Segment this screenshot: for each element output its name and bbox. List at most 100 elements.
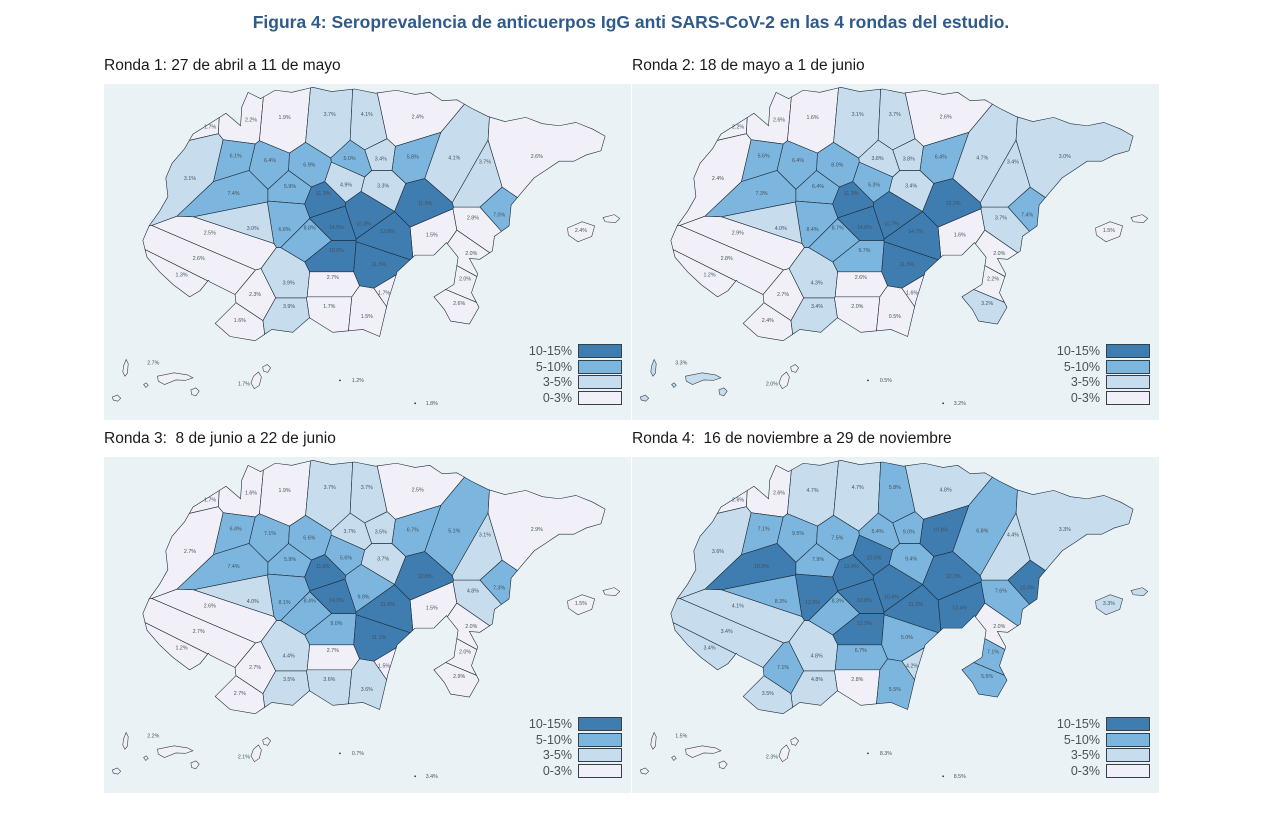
svg-text:14.7%: 14.7% (908, 229, 923, 235)
svg-text:2.2%: 2.2% (732, 125, 744, 131)
svg-text:5.8%: 5.8% (889, 485, 901, 491)
svg-text:5.4%: 5.4% (872, 529, 884, 535)
svg-text:2.0%: 2.0% (465, 251, 477, 257)
svg-text:4.8%: 4.8% (811, 677, 823, 683)
svg-text:5.1%: 5.1% (448, 528, 460, 534)
svg-text:3.4%: 3.4% (704, 645, 716, 651)
svg-text:1.7%: 1.7% (378, 291, 390, 297)
svg-text:2.6%: 2.6% (453, 301, 465, 307)
svg-text:3.8%: 3.8% (872, 156, 884, 162)
svg-text:12.4%: 12.4% (844, 564, 859, 570)
svg-text:3.0%: 3.0% (1059, 154, 1071, 160)
svg-text:8.4%: 8.4% (304, 599, 316, 605)
svg-text:3.3%: 3.3% (1059, 527, 1071, 533)
svg-text:2.6%: 2.6% (204, 604, 216, 610)
svg-text:12.9%: 12.9% (805, 600, 820, 606)
svg-text:5.9%: 5.9% (284, 557, 296, 563)
svg-text:3.1%: 3.1% (479, 533, 491, 539)
svg-text:2.7%: 2.7% (193, 629, 205, 635)
svg-text:2.6%: 2.6% (940, 114, 952, 120)
svg-text:1.6%: 1.6% (954, 232, 966, 238)
svg-text:5.5%: 5.5% (981, 674, 993, 680)
svg-text:9.0%: 9.0% (330, 621, 342, 627)
svg-text:1.7%: 1.7% (323, 304, 335, 310)
svg-text:10.0%: 10.0% (329, 248, 344, 254)
svg-text:2.7%: 2.7% (147, 360, 159, 366)
svg-text:6.8%: 6.8% (976, 528, 988, 534)
svg-text:2.4%: 2.4% (575, 228, 587, 234)
svg-text:2.6%: 2.6% (773, 118, 785, 124)
svg-text:14.3%: 14.3% (329, 598, 344, 604)
svg-text:11.8%: 11.8% (316, 564, 331, 570)
svg-text:7.0%: 7.0% (493, 213, 505, 219)
svg-text:13.8%: 13.8% (380, 229, 395, 235)
svg-text:7.1%: 7.1% (758, 526, 770, 532)
svg-text:6.4%: 6.4% (264, 158, 276, 164)
svg-text:4.8%: 4.8% (940, 487, 952, 493)
svg-text:1.8%: 1.8% (426, 401, 438, 407)
svg-text:5.6%: 5.6% (758, 153, 770, 159)
svg-text:3.5%: 3.5% (762, 691, 774, 697)
svg-text:4.0%: 4.0% (775, 226, 787, 232)
svg-text:3.4%: 3.4% (811, 304, 823, 310)
svg-text:7.1%: 7.1% (987, 649, 999, 655)
svg-text:2.0%: 2.0% (766, 381, 778, 387)
svg-text:11.3%: 11.3% (316, 191, 331, 197)
svg-text:8.0%: 8.0% (831, 162, 843, 168)
svg-text:1.2%: 1.2% (176, 645, 188, 651)
svg-text:11.5%: 11.5% (372, 262, 387, 268)
svg-text:2.8%: 2.8% (851, 677, 863, 683)
svg-text:4.1%: 4.1% (361, 112, 373, 118)
svg-text:3.4%: 3.4% (426, 774, 438, 780)
svg-text:5.5%: 5.5% (889, 687, 901, 693)
svg-text:3.4%: 3.4% (375, 156, 387, 162)
svg-text:3.4%: 3.4% (721, 629, 733, 635)
svg-text:6.7%: 6.7% (855, 648, 867, 654)
svg-text:4.3%: 4.3% (811, 280, 823, 286)
svg-text:5.0%: 5.0% (344, 156, 356, 162)
svg-text:11.2%: 11.2% (908, 602, 923, 608)
svg-text:4.8%: 4.8% (467, 588, 479, 594)
svg-text:6.9%: 6.9% (303, 162, 315, 168)
svg-text:5.9%: 5.9% (284, 184, 296, 190)
svg-text:2.0%: 2.0% (851, 304, 863, 310)
svg-text:6.4%: 6.4% (230, 526, 242, 532)
svg-text:3.5%: 3.5% (283, 677, 295, 683)
svg-text:4.9%: 4.9% (340, 183, 352, 189)
svg-text:1.5%: 1.5% (378, 664, 390, 670)
svg-text:6.6%: 6.6% (279, 227, 291, 233)
svg-text:1.6%: 1.6% (245, 491, 257, 497)
svg-text:2.2%: 2.2% (245, 118, 257, 124)
svg-text:12.8%: 12.8% (418, 574, 433, 580)
svg-text:2.0%: 2.0% (993, 251, 1005, 257)
svg-text:13.4%: 13.4% (952, 605, 967, 611)
svg-text:1.5%: 1.5% (575, 601, 587, 607)
svg-text:7.1%: 7.1% (777, 665, 789, 671)
svg-text:1.6%: 1.6% (234, 318, 246, 324)
svg-text:12.5%: 12.5% (857, 621, 872, 627)
svg-text:2.7%: 2.7% (327, 275, 339, 281)
svg-text:3.3%: 3.3% (675, 360, 687, 366)
svg-text:2.7%: 2.7% (777, 292, 789, 298)
svg-text:2.5%: 2.5% (204, 231, 216, 237)
svg-text:7.9%: 7.9% (812, 557, 824, 563)
svg-text:11.1%: 11.1% (372, 635, 387, 641)
svg-text:2.9%: 2.9% (453, 674, 465, 680)
svg-text:8.3%: 8.3% (880, 751, 892, 757)
svg-text:1.2%: 1.2% (352, 378, 364, 384)
svg-text:1.5%: 1.5% (426, 605, 438, 611)
svg-text:3.6%: 3.6% (323, 677, 335, 683)
svg-text:4.2%: 4.2% (906, 664, 918, 670)
svg-text:1.9%: 1.9% (279, 115, 291, 121)
svg-text:4.1%: 4.1% (448, 155, 460, 161)
svg-text:5.6%: 5.6% (340, 556, 352, 562)
svg-text:8.3%: 8.3% (775, 599, 787, 605)
svg-text:3.1%: 3.1% (184, 176, 196, 182)
svg-text:9.5%: 9.5% (792, 531, 804, 537)
svg-text:1.5%: 1.5% (361, 314, 373, 320)
svg-text:4.4%: 4.4% (1007, 533, 1019, 539)
svg-text:2.4%: 2.4% (412, 114, 424, 120)
svg-text:2.9%: 2.9% (732, 231, 744, 237)
svg-text:3.3%: 3.3% (1103, 601, 1115, 607)
svg-text:0.5%: 0.5% (880, 378, 892, 384)
